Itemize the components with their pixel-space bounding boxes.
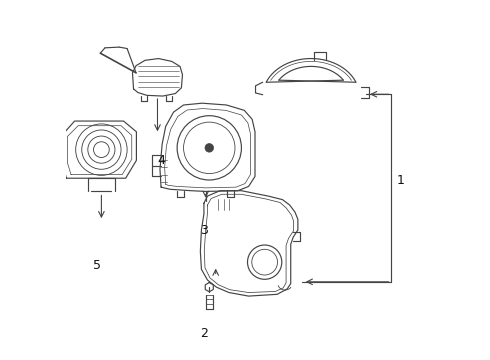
Text: 3: 3 [200, 224, 208, 237]
Text: 2: 2 [200, 327, 208, 340]
Circle shape [205, 144, 214, 152]
Text: 5: 5 [93, 259, 101, 272]
Text: 4: 4 [157, 154, 165, 167]
Text: 1: 1 [396, 174, 404, 186]
